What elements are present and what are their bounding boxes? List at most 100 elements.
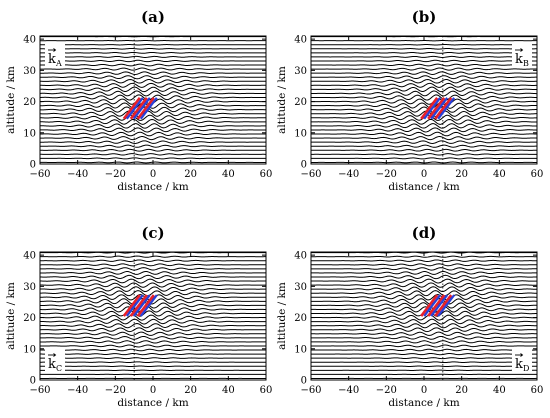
isoline — [311, 148, 537, 152]
vector-arrowhead — [53, 353, 57, 357]
isoline — [40, 263, 266, 267]
y-tick-label: 20 — [294, 313, 307, 324]
y-tick-label: 0 — [30, 160, 36, 171]
isoline — [311, 79, 537, 84]
isoline — [40, 298, 266, 305]
x-tick-label: 60 — [531, 385, 544, 396]
isoline — [311, 318, 537, 325]
phase-line-red — [122, 294, 141, 317]
isoline — [40, 131, 266, 137]
isoline — [40, 71, 266, 75]
x-tick-label: −40 — [338, 385, 359, 396]
isoline — [311, 47, 537, 50]
wave-vector-subscript: A — [55, 59, 62, 68]
isoline — [311, 298, 537, 305]
phase-line-blue — [423, 97, 442, 120]
y-tick-label: 40 — [23, 35, 36, 46]
isolines — [311, 36, 537, 164]
isoline — [40, 361, 266, 364]
x-tick-label: 0 — [150, 385, 156, 396]
y-tick-label: 0 — [301, 376, 307, 387]
axis-ticks: −60 −40 −20 0 20 40 60 0 10 20 30 40 — [23, 251, 272, 396]
y-tick-label: 30 — [23, 66, 36, 77]
isoline — [40, 118, 266, 125]
isoline — [311, 102, 537, 109]
isoline — [311, 344, 537, 348]
panel-tag: (d) — [412, 224, 437, 242]
axis-ticks: −60 −40 −20 0 20 40 60 0 10 20 30 40 — [23, 35, 272, 180]
isoline — [311, 357, 537, 360]
phase-line-blue — [132, 294, 151, 317]
x-tick-label: −60 — [300, 169, 321, 180]
phase-line-red — [136, 294, 155, 317]
wave-vector-symbol: k — [515, 52, 523, 67]
isoline — [40, 127, 266, 133]
isoline — [40, 114, 266, 121]
isoline — [40, 327, 266, 333]
phase-lines — [420, 294, 456, 317]
isoline — [311, 144, 537, 148]
isoline — [311, 110, 537, 117]
x-tick-label: 40 — [493, 385, 506, 396]
phase-line-red — [434, 294, 453, 317]
isoline — [311, 94, 537, 101]
isoline — [40, 270, 266, 275]
isoline — [311, 290, 537, 297]
isoline — [311, 340, 537, 344]
x-tick-label: 40 — [222, 385, 235, 396]
isoline — [311, 123, 537, 129]
y-tick-label: 40 — [294, 251, 307, 262]
y-tick-label: 40 — [23, 251, 36, 262]
x-tick-label: 0 — [150, 169, 156, 180]
y-tick-label: 30 — [23, 282, 36, 293]
isoline — [311, 335, 537, 340]
phase-line-blue — [125, 294, 144, 317]
y-tick-label: 30 — [294, 66, 307, 77]
isolines — [40, 252, 266, 380]
isolines — [40, 36, 266, 164]
x-tick-label: −60 — [29, 385, 50, 396]
x-tick-label: −20 — [105, 385, 126, 396]
phase-line-blue — [125, 97, 144, 120]
x-tick-label: 60 — [260, 385, 273, 396]
isoline — [40, 278, 266, 284]
isoline — [311, 274, 537, 280]
phase-lines — [420, 97, 456, 120]
isoline — [40, 110, 266, 117]
isoline — [311, 86, 537, 93]
isoline — [40, 140, 266, 144]
isoline — [311, 157, 537, 160]
y-tick-label: 10 — [23, 344, 36, 355]
x-tick-label: −40 — [338, 169, 359, 180]
y-tick-label: 0 — [30, 376, 36, 387]
axis-ticks: −60 −40 −20 0 20 40 60 0 10 20 30 40 — [294, 251, 543, 396]
panel-tag: (a) — [141, 8, 165, 26]
isoline — [40, 331, 266, 336]
isoline — [40, 157, 266, 160]
axis-ticks: −60 −40 −20 0 20 40 60 0 10 20 30 40 — [294, 35, 543, 180]
isoline — [40, 86, 266, 93]
isoline — [40, 148, 266, 152]
isoline — [311, 153, 537, 156]
isoline — [311, 255, 537, 258]
isoline — [311, 331, 537, 336]
wave-vector-subscript: B — [523, 59, 529, 68]
isoline — [40, 144, 266, 148]
phase-line-red — [420, 294, 439, 317]
isoline — [40, 323, 266, 329]
wave-vector-symbol: k — [48, 357, 56, 372]
isoline — [311, 327, 537, 333]
y-tick-label: 10 — [294, 128, 307, 139]
phase-line-blue — [437, 294, 456, 317]
y-tick-label: 20 — [294, 97, 307, 108]
isoline — [311, 348, 537, 352]
isoline — [40, 102, 266, 109]
isoline — [40, 67, 266, 71]
x-tick-label: −40 — [67, 169, 88, 180]
x-axis-label: distance / km — [117, 397, 188, 409]
isoline — [40, 75, 266, 80]
wave-vector-symbol: k — [515, 357, 523, 372]
isoline — [40, 55, 266, 58]
